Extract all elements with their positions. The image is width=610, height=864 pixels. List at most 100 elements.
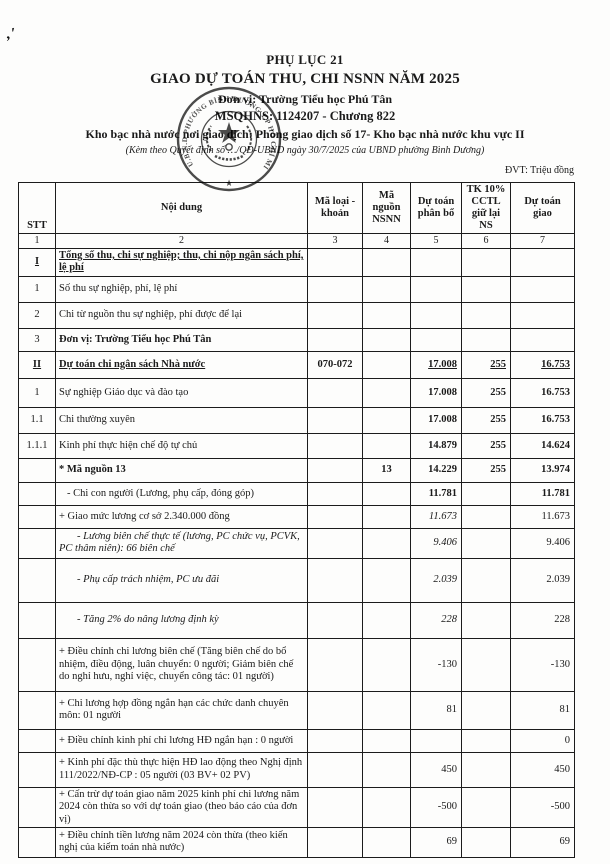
appendix-label: PHỤ LỤC 21 xyxy=(266,52,344,67)
cell-ma-loai-khoan xyxy=(307,432,363,459)
cell-ma-loai-khoan xyxy=(307,406,363,434)
cell-tk-10-cctl-giu-lai-ns xyxy=(461,751,511,788)
cell-du-toan-phan-bo: 11.673 xyxy=(410,504,462,529)
cell-tk-10-cctl-giu-lai-ns xyxy=(461,527,511,559)
header-label-row: STT Nội dung Mã loại - khoản Mã nguồn NS… xyxy=(18,181,575,235)
cell-noi-dung: + Giao mức lương cơ sở 2.340.000 đồng xyxy=(55,504,308,529)
col-header-noi-dung: Nội dung xyxy=(55,181,308,235)
cell-stt xyxy=(18,557,56,603)
cell-ma-loai-khoan xyxy=(307,327,363,352)
cell-du-toan-phan-bo xyxy=(410,728,462,753)
cell-ma-loai-khoan xyxy=(307,557,363,603)
cell-noi-dung: Chi thường xuyên xyxy=(55,406,308,434)
cell-noi-dung: + Kinh phí đặc thù thực hiện HĐ lao động… xyxy=(55,751,308,788)
table-row: + Giao mức lương cơ sở 2.340.000 đồng 11.… xyxy=(18,504,575,529)
cell-ma-nguon-nsnn xyxy=(362,275,411,303)
cell-du-toan-phan-bo: 69 xyxy=(410,826,462,858)
table-row: - Lương biên chế thực tế (lương, PC chức… xyxy=(18,527,575,559)
cell-ma-nguon-nsnn xyxy=(362,377,411,408)
cell-du-toan-giao: 2.039 xyxy=(510,557,575,603)
col-header-ma-loai-khoan: Mã loại - khoản xyxy=(307,181,363,235)
cell-ma-nguon-nsnn xyxy=(362,247,411,277)
col-header-ma-nguon-nsnn: Mã nguồn NSNN xyxy=(362,181,411,235)
table-row: + Điều chỉnh kinh phí chi lương HĐ ngắn … xyxy=(18,728,575,753)
table-header: STT Nội dung Mã loại - khoản Mã nguồn NS… xyxy=(18,181,575,249)
cell-stt xyxy=(18,728,56,753)
cell-du-toan-phan-bo: 17.008 xyxy=(410,377,462,408)
cell-tk-10-cctl-giu-lai-ns xyxy=(461,601,511,639)
cell-du-toan-giao xyxy=(510,247,575,277)
cell-tk-10-cctl-giu-lai-ns xyxy=(461,247,511,277)
cell-du-toan-phan-bo: 14.229 xyxy=(410,457,462,483)
cell-stt: 1 xyxy=(18,275,56,303)
table-row: II Dự toán chi ngân sách Nhà nước 070-072 1… xyxy=(18,350,575,379)
cell-noi-dung: + Điều chỉnh tiền lương năm 2024 còn thừ… xyxy=(55,826,308,858)
cell-ma-nguon-nsnn xyxy=(362,751,411,788)
col-number: 1 xyxy=(18,233,56,249)
cell-ma-loai-khoan xyxy=(307,504,363,529)
cell-du-toan-giao xyxy=(510,301,575,329)
cell-noi-dung: - Chi con người (Lương, phụ cấp, đóng gó… xyxy=(55,481,308,506)
stamp-emblem-ring xyxy=(200,110,258,168)
cell-ma-loai-khoan xyxy=(307,481,363,506)
cell-stt: 3 xyxy=(18,327,56,352)
cell-noi-dung: - Tăng 2% do nâng lương định kỳ xyxy=(55,601,308,639)
cell-ma-loai-khoan xyxy=(307,826,363,858)
col-number: 6 xyxy=(461,233,511,249)
col-number: 4 xyxy=(362,233,411,249)
document-title: GIAO DỰ TOÁN THU, CHI NSNN NĂM 2025 xyxy=(150,71,460,88)
cell-du-toan-phan-bo xyxy=(410,275,462,303)
table-row: - Phụ cấp trách nhiệm, PC ưu đãi 2.039 2.0… xyxy=(18,557,575,603)
cell-stt xyxy=(18,504,56,529)
cell-ma-nguon-nsnn xyxy=(362,557,411,603)
cell-ma-loai-khoan xyxy=(307,637,363,692)
treasury-line: Kho bạc nhà nước nơi giao dịch: Phòng gi… xyxy=(85,126,525,141)
cell-du-toan-phan-bo xyxy=(410,247,462,277)
table-body: I Tổng số thu, chi sự nghiệp; thu, chi nộ… xyxy=(18,247,575,858)
col-number: 2 xyxy=(55,233,308,249)
cell-noi-dung: + Điều chỉnh kinh phí chi lương HĐ ngắn … xyxy=(55,728,308,753)
col-header-tk-10-cctl: TK 10% CCTL giữ lại NS xyxy=(461,181,511,235)
cell-stt xyxy=(18,637,56,692)
cell-ma-nguon-nsnn xyxy=(362,301,411,329)
table-row: 1.1.1 Kinh phí thực hiện chế độ tự chủ 14.… xyxy=(18,432,575,459)
cell-ma-nguon-nsnn xyxy=(362,601,411,639)
cell-stt xyxy=(18,826,56,858)
cell-tk-10-cctl-giu-lai-ns: 255 xyxy=(461,350,511,379)
cell-ma-nguon-nsnn xyxy=(362,690,411,730)
cell-tk-10-cctl-giu-lai-ns xyxy=(461,327,511,352)
cell-du-toan-phan-bo: -500 xyxy=(410,786,462,828)
cell-noi-dung: - Lương biên chế thực tế (lương, PC chức… xyxy=(55,527,308,559)
cell-du-toan-giao xyxy=(510,275,575,303)
cell-du-toan-giao: -500 xyxy=(510,786,575,828)
cell-du-toan-giao: -130 xyxy=(510,637,575,692)
cell-stt xyxy=(18,786,56,828)
cell-du-toan-phan-bo: 17.008 xyxy=(410,406,462,434)
cell-noi-dung: + Cấn trừ dự toán giao năm 2025 kinh phí… xyxy=(55,786,308,828)
budget-table: STT Nội dung Mã loại - khoản Mã nguồn NS… xyxy=(18,181,575,858)
cell-ma-loai-khoan xyxy=(307,247,363,277)
cell-tk-10-cctl-giu-lai-ns xyxy=(461,275,511,303)
cell-tk-10-cctl-giu-lai-ns xyxy=(461,637,511,692)
col-number: 5 xyxy=(410,233,462,249)
cell-stt: 2 xyxy=(18,301,56,329)
cell-stt: II xyxy=(18,350,56,379)
cell-stt: 1.1.1 xyxy=(18,432,56,459)
col-header-stt: STT xyxy=(18,181,56,235)
stamp-outer-ring xyxy=(176,86,282,192)
table-row: - Chi con người (Lương, phụ cấp, đóng gó… xyxy=(18,481,575,506)
cell-noi-dung: + Điều chỉnh chi lương biên chế (Tăng bi… xyxy=(55,637,308,692)
cell-tk-10-cctl-giu-lai-ns xyxy=(461,826,511,858)
cell-tk-10-cctl-giu-lai-ns xyxy=(461,504,511,529)
cell-tk-10-cctl-giu-lai-ns xyxy=(461,557,511,603)
cell-noi-dung: Đơn vị: Trường Tiểu học Phú Tân xyxy=(55,327,308,352)
cell-du-toan-giao: 450 xyxy=(510,751,575,788)
cell-du-toan-phan-bo: 2.039 xyxy=(410,557,462,603)
cell-ma-loai-khoan xyxy=(307,301,363,329)
cell-stt: I xyxy=(18,247,56,277)
cell-stt xyxy=(18,481,56,506)
cell-du-toan-giao: 13.974 xyxy=(510,457,575,483)
cell-du-toan-giao: 14.624 xyxy=(510,432,575,459)
cell-du-toan-giao: 16.753 xyxy=(510,377,575,408)
cell-du-toan-giao: 11.781 xyxy=(510,481,575,506)
